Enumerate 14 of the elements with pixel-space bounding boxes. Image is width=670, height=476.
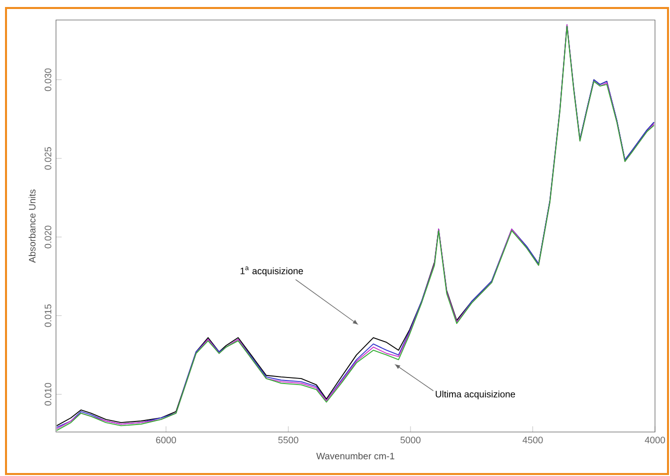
x-tick-label: 5000 — [400, 436, 421, 444]
y-tick-label: 0.020 — [44, 226, 52, 248]
y-tick-label: 0.030 — [44, 68, 52, 92]
y-axis-title: Absorbance Units — [28, 190, 36, 263]
x-axis-title: Wavenumber cm-1 — [316, 452, 394, 460]
y-tick-label: 0.015 — [44, 304, 52, 327]
annotation: Ultima acquisizione — [436, 390, 516, 400]
y-tick-label: 0.010 — [44, 382, 52, 406]
x-tick-label: 4500 — [522, 436, 543, 444]
x-tick-label: 4000 — [644, 436, 666, 444]
y-tick-label: 0.025 — [44, 147, 52, 170]
x-tick-label: 6000 — [156, 436, 176, 444]
x-tick-label: 5500 — [278, 436, 298, 444]
annotation: 1$^{a}$ acquisizione — [240, 266, 303, 276]
